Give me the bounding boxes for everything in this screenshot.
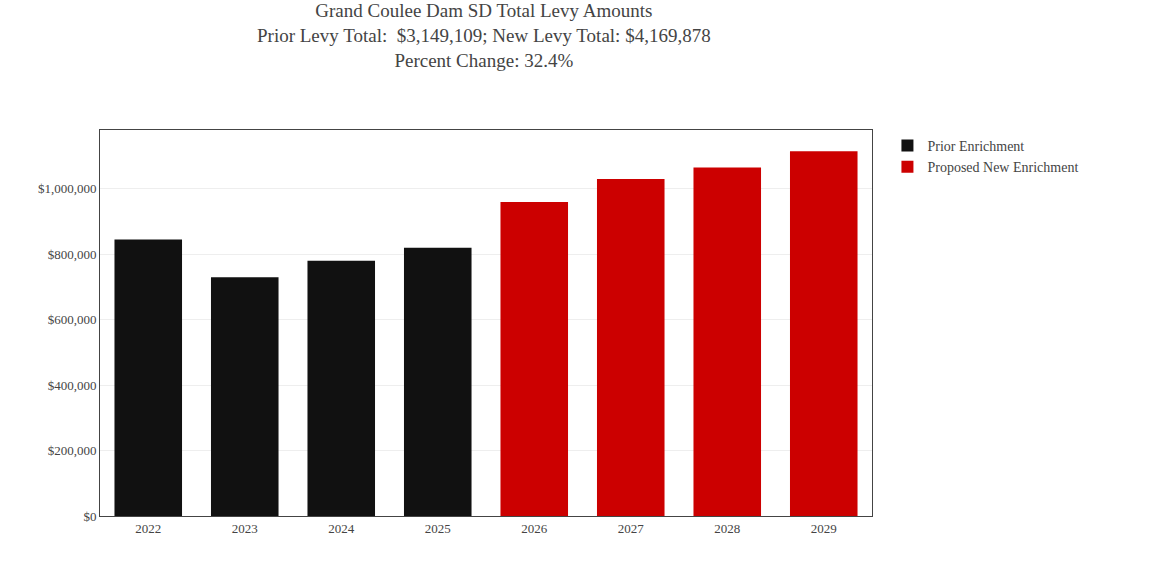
svg-text:$400,000: $400,000 <box>48 378 97 393</box>
svg-text:2026: 2026 <box>521 521 548 536</box>
svg-text:2027: 2027 <box>618 521 645 536</box>
svg-text:$600,000: $600,000 <box>48 312 97 327</box>
svg-text:Prior Enrichment: Prior Enrichment <box>927 139 1024 154</box>
svg-text:$1,000,000: $1,000,000 <box>38 181 97 196</box>
svg-text:Proposed New Enrichment: Proposed New Enrichment <box>927 160 1078 175</box>
svg-text:$800,000: $800,000 <box>48 247 97 262</box>
svg-text:2024: 2024 <box>328 521 355 536</box>
svg-text:$0: $0 <box>83 509 96 524</box>
svg-text:2022: 2022 <box>135 521 161 536</box>
svg-text:2023: 2023 <box>232 521 258 536</box>
svg-text:$200,000: $200,000 <box>48 443 97 458</box>
svg-text:Grand Coulee Dam SD Total Levy: Grand Coulee Dam SD Total Levy AmountsPr… <box>257 0 711 70</box>
svg-text:2025: 2025 <box>425 521 451 536</box>
svg-text:2029: 2029 <box>811 521 837 536</box>
svg-text:2028: 2028 <box>714 521 740 536</box>
